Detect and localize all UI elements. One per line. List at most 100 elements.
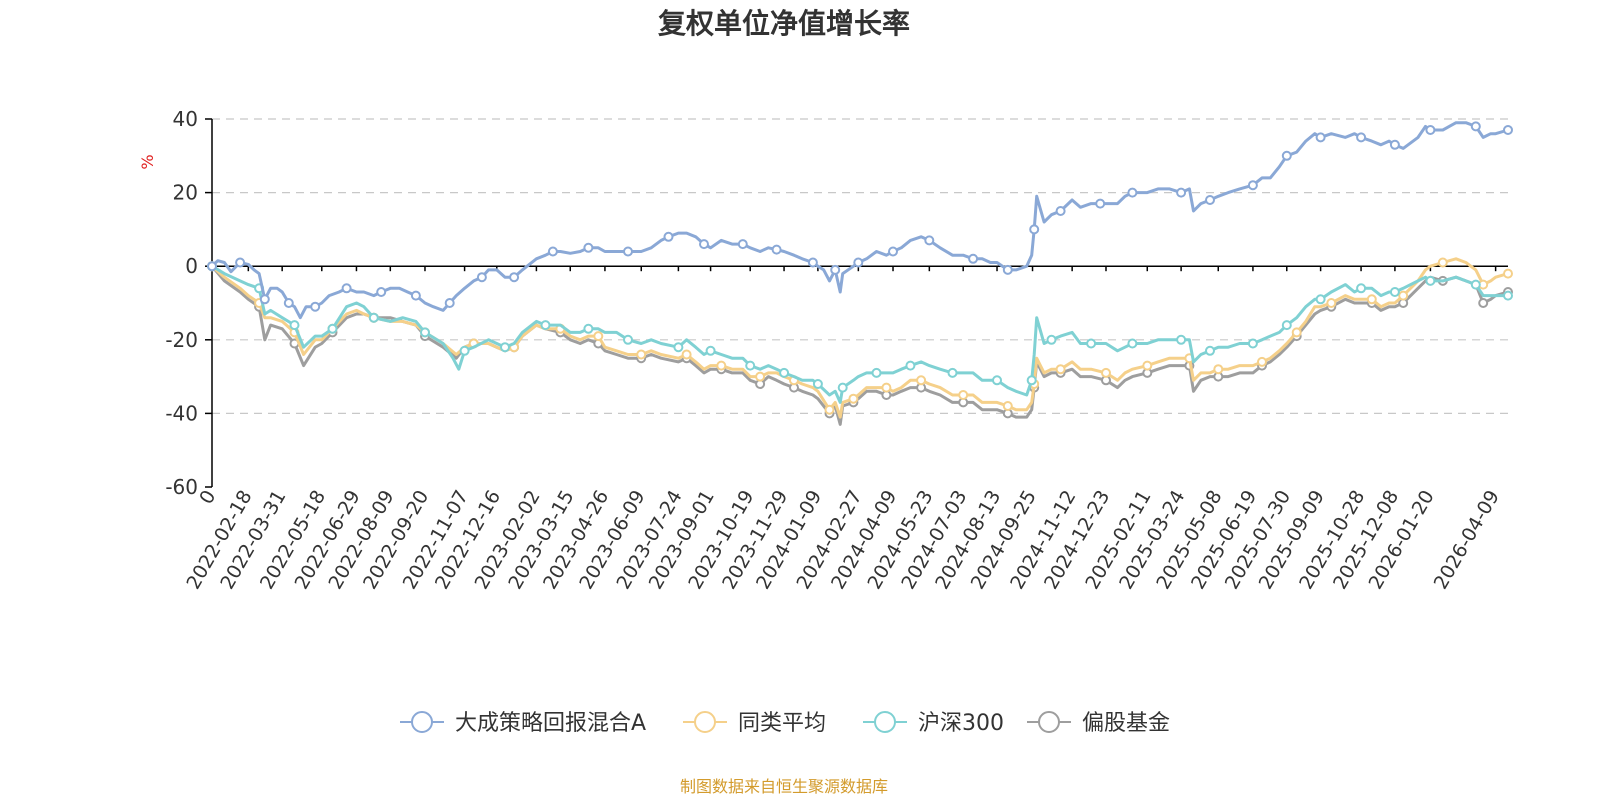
series-point <box>1055 206 1066 216</box>
series-point <box>1127 338 1138 349</box>
series-point <box>1503 268 1513 279</box>
series-point <box>459 345 470 356</box>
series-point <box>771 244 782 255</box>
series-point <box>871 367 882 378</box>
legend-marker-icon <box>1038 711 1060 733</box>
series-point <box>1315 132 1326 143</box>
series-point <box>716 360 727 371</box>
series-point <box>1095 198 1106 209</box>
series-point <box>755 371 766 382</box>
y-tick-label: -60 <box>165 475 198 499</box>
series-point <box>824 404 835 415</box>
series-point <box>1029 224 1040 235</box>
series-point <box>1437 257 1448 268</box>
series-point <box>593 331 604 342</box>
legend-item[interactable]: 偏股基金 <box>1027 711 1170 736</box>
legend-item[interactable]: 同类平均 <box>683 711 826 736</box>
series-point <box>1281 150 1292 161</box>
series-point <box>924 235 935 246</box>
y-tick-label: 20 <box>173 181 198 205</box>
legend: 大成策略回报混合A 同类平均 沪深300 偏股基金 <box>400 711 1170 736</box>
series-point <box>259 294 270 305</box>
series-point <box>745 360 756 371</box>
series-point <box>881 382 892 393</box>
series-point <box>1326 298 1337 308</box>
series-point <box>673 342 684 353</box>
x-tick-label: 2026-04-09 <box>1430 487 1504 594</box>
chart-title: 复权单位净值增长率 <box>658 7 910 40</box>
series-point <box>1315 294 1326 305</box>
series-point <box>853 257 864 268</box>
legend-label: 同类平均 <box>738 711 826 736</box>
series-point <box>1470 279 1481 290</box>
series-point <box>327 323 338 334</box>
legend-item[interactable]: 大成策略回报混合A <box>400 711 646 736</box>
series-line <box>211 264 1508 404</box>
series-point <box>1205 195 1215 205</box>
series-point <box>1356 132 1367 143</box>
series-point <box>1389 287 1400 297</box>
series-point <box>420 327 430 338</box>
series-point <box>1055 364 1066 375</box>
series-point <box>1176 334 1187 345</box>
series-point <box>1247 180 1258 191</box>
series-point <box>681 349 692 360</box>
series-point <box>916 375 927 386</box>
series-point <box>779 367 790 378</box>
y-tick-label: 40 <box>173 107 198 131</box>
series-point <box>830 264 841 275</box>
series-point <box>968 253 979 264</box>
series-point <box>1205 345 1215 356</box>
series-point <box>410 290 421 301</box>
series-point <box>1356 283 1367 294</box>
series-point <box>1086 338 1097 349</box>
series-point <box>623 334 633 345</box>
series-point <box>958 390 969 400</box>
series-point <box>699 239 709 250</box>
series-point <box>837 382 848 393</box>
x-tick-label: 0 <box>195 487 220 508</box>
series-point <box>376 287 387 297</box>
series-point <box>1425 275 1436 286</box>
series-point <box>705 345 716 356</box>
series-point <box>583 242 594 253</box>
series-point <box>1176 187 1187 198</box>
series-point <box>1046 334 1057 345</box>
series-lines <box>207 121 1513 426</box>
series-point <box>1470 121 1481 132</box>
series-point <box>947 367 958 378</box>
series-point <box>1026 375 1037 386</box>
y-axis-unit: % <box>138 154 157 169</box>
series-point <box>905 360 916 371</box>
y-tick-label: 0 <box>185 254 198 278</box>
series-point <box>737 239 748 250</box>
legend-marker-icon <box>411 711 433 733</box>
series-point <box>547 246 558 257</box>
series-point <box>583 323 594 334</box>
series-point <box>1247 338 1258 349</box>
y-tick-label: -20 <box>165 328 198 352</box>
series-point <box>476 272 487 283</box>
legend-marker-icon <box>874 711 896 733</box>
series-point <box>1425 125 1436 135</box>
series-point <box>1002 264 1013 275</box>
series-point <box>1213 364 1224 375</box>
series-line <box>211 257 1509 419</box>
y-axis: 40 20 0 -20 -40 -60 <box>165 107 213 499</box>
series-point <box>1503 125 1513 135</box>
legend-label: 大成策略回报混合A <box>455 711 646 736</box>
series-point <box>500 342 510 353</box>
series-point <box>341 283 352 294</box>
series-point <box>1291 327 1302 338</box>
series-point <box>283 298 294 308</box>
series-point <box>1366 294 1377 305</box>
series-point <box>310 301 321 312</box>
series-point <box>540 320 551 331</box>
series-point <box>1101 367 1111 378</box>
series-point <box>1478 298 1489 308</box>
series-point <box>1503 290 1513 301</box>
series-point <box>888 246 898 257</box>
legend-item[interactable]: 沪深300 <box>863 711 1004 736</box>
series-point <box>1127 187 1138 198</box>
